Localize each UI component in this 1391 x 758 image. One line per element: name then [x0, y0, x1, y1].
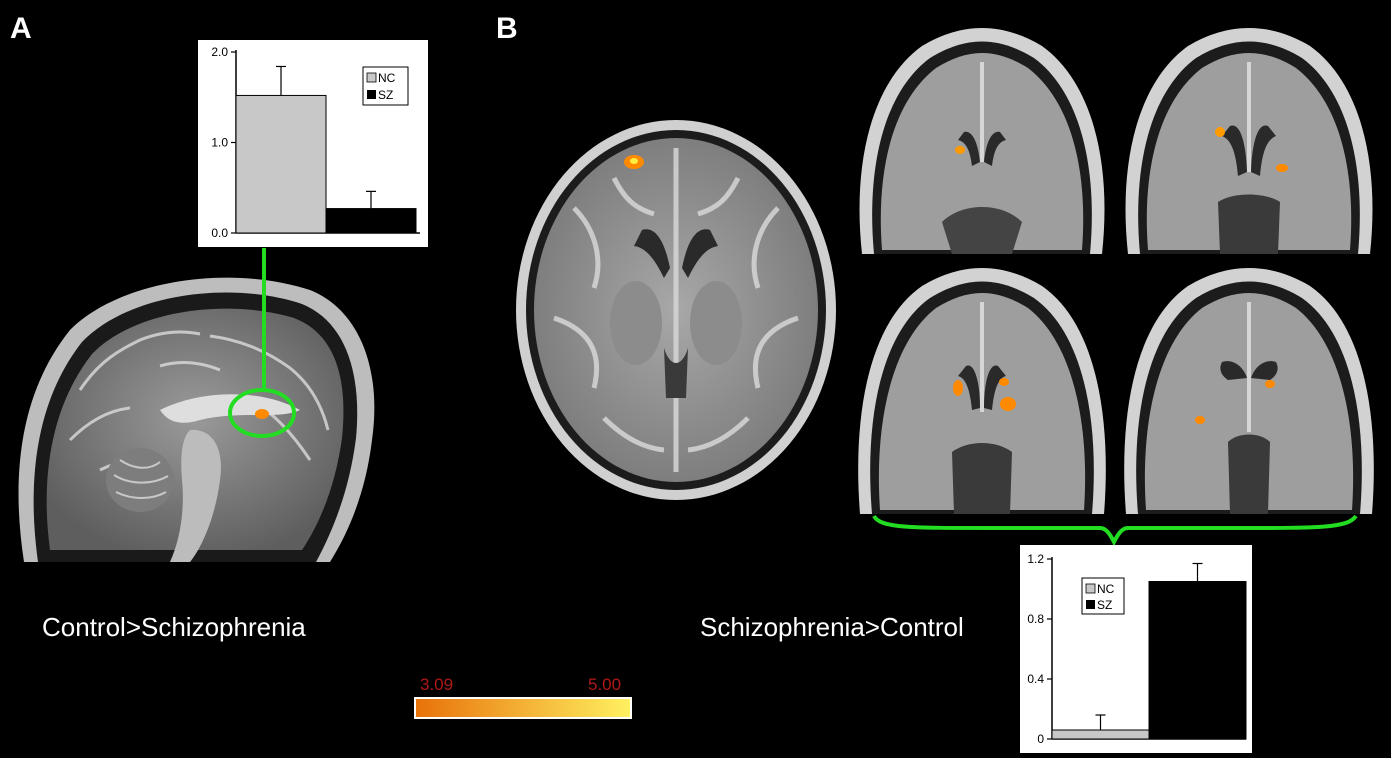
activation-spot: [1276, 164, 1288, 172]
colorbar-max-label: 5.00: [588, 675, 622, 694]
y-tick-label: 2.0: [211, 45, 228, 59]
activation-spot: [999, 378, 1009, 386]
legend-sz-label: SZ: [1097, 598, 1112, 612]
axial-brain-image: [516, 120, 836, 500]
y-tick-label: 0.0: [211, 226, 228, 240]
y-tick-label: 1.2: [1027, 552, 1044, 566]
colorbar-min-label: 3.09: [420, 675, 454, 694]
bar-nc: [235, 94, 327, 234]
y-tick-label: 0.8: [1027, 612, 1044, 626]
legend-sz-label: SZ: [378, 88, 393, 102]
highlight-circle: [228, 388, 296, 438]
coronal-brain-image-2: [1125, 28, 1373, 254]
panel-letter-b: B: [496, 12, 518, 45]
legend-nc-label: NC: [1097, 582, 1115, 596]
bar-nc: [1051, 729, 1150, 740]
activation-spot: [955, 146, 965, 154]
chart-b: 0 0.4 0.8 1.2 NC SZ: [1020, 545, 1252, 753]
y-tick-label: 0.4: [1027, 672, 1044, 686]
caption-control-gt-schizophrenia: Control>Schizophrenia: [42, 612, 306, 642]
legend-sz-swatch: [1086, 600, 1095, 609]
curly-brace: [872, 514, 1358, 546]
activation-spot: [1195, 416, 1205, 424]
chart-b-legend: NC SZ: [1081, 577, 1125, 615]
chart-a-legend: NC SZ: [362, 66, 409, 106]
activation-spot: [1000, 397, 1016, 411]
activation-spot: [255, 409, 269, 419]
coronal-brain-image-1: [859, 28, 1105, 254]
connector-line: [262, 248, 266, 388]
y-tick-label: 1.0: [211, 136, 228, 150]
bar-sz: [1148, 581, 1247, 740]
sagittal-brain-image: [18, 277, 375, 562]
activation-spot: [1215, 127, 1225, 137]
bar-sz: [325, 208, 417, 234]
panel-letter-a: A: [10, 12, 32, 45]
legend-nc-label: NC: [378, 71, 396, 85]
activation-spot: [1265, 380, 1275, 388]
coronal-brain-image-3: [858, 268, 1106, 514]
legend-nc-swatch: [1085, 583, 1096, 594]
chart-a: 0.0 1.0 2.0 NC SZ: [198, 40, 428, 247]
y-tick-label: 0: [1037, 732, 1044, 746]
activation-spot: [953, 380, 963, 396]
coronal-brain-image-4: [1124, 268, 1374, 514]
caption-schizophrenia-gt-control: Schizophrenia>Control: [700, 612, 964, 642]
legend-sz-swatch: [367, 90, 376, 99]
colorbar: [414, 697, 632, 719]
legend-nc-swatch: [366, 72, 377, 83]
